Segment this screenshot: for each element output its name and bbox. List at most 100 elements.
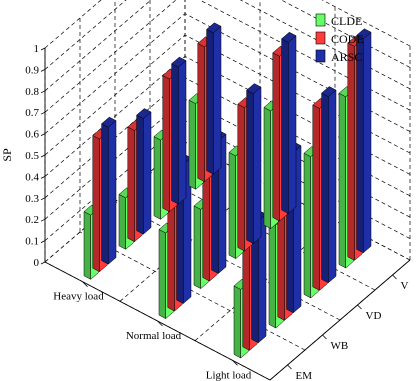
bar-clde-side <box>118 194 126 250</box>
wall-grid-line <box>184 13 411 132</box>
bar-code-side <box>197 43 205 182</box>
mobility-axis-line <box>269 259 411 381</box>
legend-swatch-arsc <box>315 49 326 63</box>
mobility-category-label: VD <box>366 310 382 322</box>
bar-arsc-top <box>321 86 337 97</box>
legend-label-code: CODE <box>331 32 364 46</box>
bar-code-side <box>127 126 135 242</box>
bar-clde-side <box>153 136 161 220</box>
load-tick-mark <box>157 320 163 327</box>
wall-grid-line <box>199 0 411 111</box>
legend-label-clde: CLDE <box>331 14 362 28</box>
bar-arsc <box>143 111 152 235</box>
bar-arsc-side <box>281 38 289 214</box>
load-tick-mark <box>232 360 238 366</box>
bar-arsc-side <box>321 92 329 284</box>
bar-code-side <box>92 135 100 272</box>
bar-clde-side <box>158 229 166 319</box>
bar-arsc-side <box>171 63 179 205</box>
bar-clde-side <box>233 285 241 359</box>
bar-arsc <box>363 31 372 254</box>
bar-arsc <box>178 60 187 205</box>
axes-layer <box>40 47 411 381</box>
z-tick-mark <box>40 197 46 201</box>
z-axis-title: SP <box>0 148 14 162</box>
floor-grid-line <box>114 201 341 321</box>
load-category-label: Light load <box>206 369 252 381</box>
bar-arsc <box>253 86 262 244</box>
z-tick-label: 0.5 <box>25 150 39 162</box>
legend: CLDE CODE ARSC <box>315 13 364 64</box>
mobility-tick-mark <box>392 274 397 280</box>
wall-grid-line <box>44 0 102 49</box>
bar-arsc <box>288 35 297 214</box>
z-tick-label: 0.9 <box>25 64 39 76</box>
z-tick-mark <box>40 176 46 179</box>
bar-arsc-side <box>356 35 364 254</box>
bar-arsc <box>213 26 222 175</box>
z-tick-label: 0 <box>34 257 40 269</box>
z-tick-mark <box>40 133 46 136</box>
z-tick-label: 0.3 <box>25 193 39 205</box>
load-category-label: Normal load <box>126 330 182 342</box>
bar-clde-side <box>268 221 276 329</box>
z-tick-label: 0.8 <box>25 86 39 98</box>
z-tick-mark <box>40 218 46 222</box>
bar-arsc-side <box>206 29 214 175</box>
wall-grid-line <box>44 0 177 113</box>
bar-clde-side <box>303 152 311 299</box>
bar-arsc-top <box>101 116 117 128</box>
labels-layer: 0 0.1 0.2 0.3 0.4 0.5 0.6 0.7 0.8 0.9 1 SP Light loa… <box>0 43 409 381</box>
z-tick-mark <box>40 69 46 72</box>
z-tick-label: 0.4 <box>25 171 39 183</box>
bar-clde-side <box>188 99 196 190</box>
bar-code-side <box>312 104 320 291</box>
bar-arsc-top <box>281 31 297 43</box>
mobility-category-label: V <box>401 280 409 292</box>
z-tick-label: 0.7 <box>25 107 39 119</box>
z-tick-label: 1 <box>34 43 40 55</box>
wall-grid-line <box>44 56 186 177</box>
bar-code-side <box>162 75 170 212</box>
bar-arsc-side <box>136 114 144 235</box>
bar-arsc-top <box>206 22 222 34</box>
legend-label-arsc: ARSC <box>331 50 362 64</box>
z-tick-mark <box>40 90 46 94</box>
wall-grid-line <box>184 34 411 154</box>
mobility-tick-mark <box>322 334 327 340</box>
wall-grid-line <box>184 56 411 175</box>
legend-swatch-clde <box>315 13 326 27</box>
legend-swatch-code <box>315 31 326 45</box>
wall-grid-line <box>44 13 186 134</box>
z-tick-label: 0.1 <box>25 236 39 248</box>
wall-grid-line <box>239 0 411 90</box>
z-tick-mark <box>40 154 46 158</box>
bar-clde-side <box>228 152 236 259</box>
bar-code-side <box>272 52 280 222</box>
floor-grid-line <box>79 231 306 351</box>
wall-grid-line <box>280 0 411 68</box>
wall-grid-line <box>44 0 127 70</box>
z-tick-label: 0.2 <box>25 214 39 226</box>
bar-arsc-side <box>246 89 254 244</box>
z-tick-mark <box>40 240 46 243</box>
bar-arsc <box>328 89 337 284</box>
mobility-tick-mark <box>287 364 292 370</box>
bar-clde-side <box>263 107 271 229</box>
bar-arsc-top <box>356 28 372 40</box>
wall-grid-line <box>44 34 186 156</box>
bar-arsc-side <box>101 123 109 265</box>
bar-clde-side <box>338 92 346 269</box>
bar-arsc-top <box>246 83 262 94</box>
z-tick-mark <box>40 111 46 115</box>
mobility-tick-mark <box>357 304 362 310</box>
bar-clde-side <box>83 211 91 280</box>
mobility-category-label: WB <box>331 340 349 352</box>
load-tick-mark <box>82 281 88 287</box>
bar-code-side <box>237 103 245 252</box>
z-tick-mark <box>40 261 46 265</box>
wall-grid-line <box>321 0 411 47</box>
wall-grid-line <box>44 0 152 92</box>
